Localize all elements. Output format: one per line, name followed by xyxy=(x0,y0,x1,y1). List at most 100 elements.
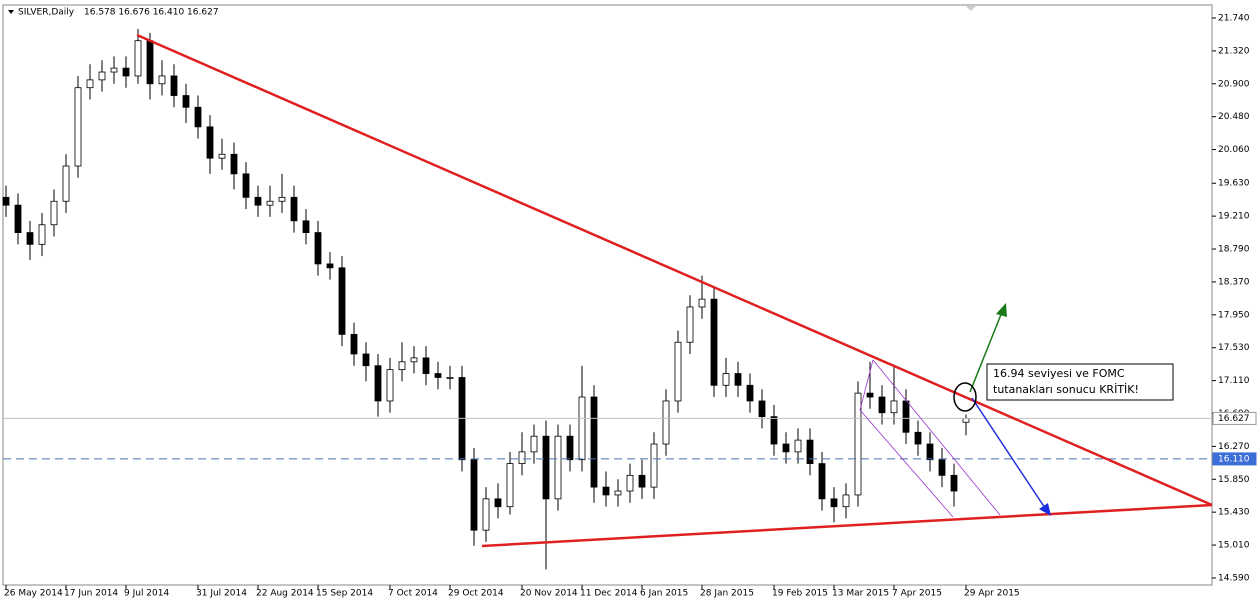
highlight-circle xyxy=(953,382,977,412)
x-tick-label: 6 Jan 2015 xyxy=(640,589,688,599)
y-tick-label: 17.110 xyxy=(1218,376,1250,386)
candle-body xyxy=(854,392,862,496)
candle-body xyxy=(530,435,538,453)
y-tick-label: 17.530 xyxy=(1218,343,1250,353)
x-tick-label: 15 Sep 2014 xyxy=(316,589,373,599)
x-tick-label: 7 Oct 2014 xyxy=(388,589,438,599)
candle-body xyxy=(674,341,682,402)
candle-body xyxy=(914,431,922,445)
candle-body xyxy=(734,373,742,386)
candle-body xyxy=(14,204,22,233)
arrow xyxy=(969,311,1003,393)
y-tick-label: 16.270 xyxy=(1218,442,1250,452)
candle-body xyxy=(86,79,94,89)
candle-body xyxy=(206,126,214,159)
x-tick-label: 31 Jul 2014 xyxy=(196,589,247,599)
candle-body xyxy=(614,490,622,496)
candle-body xyxy=(878,396,886,414)
y-tick-label: 19.630 xyxy=(1218,179,1250,189)
candle-body xyxy=(698,298,706,308)
candle-body xyxy=(554,435,562,500)
candle-body xyxy=(806,439,814,465)
y-tick-label: 15.850 xyxy=(1218,475,1250,485)
candle-body xyxy=(266,200,274,206)
arrow xyxy=(971,397,1046,509)
y-tick-label: 20.900 xyxy=(1218,79,1250,89)
candle-body xyxy=(866,392,874,398)
candle-body xyxy=(158,75,166,85)
channel-line xyxy=(859,409,954,518)
candle-body xyxy=(890,400,898,414)
candle-body xyxy=(482,498,490,531)
candle-body xyxy=(74,87,82,167)
candle-body xyxy=(746,384,754,402)
candle-body xyxy=(494,498,502,508)
candle-body xyxy=(710,298,718,386)
candle-body xyxy=(26,232,34,245)
x-tick-label: 19 Feb 2015 xyxy=(772,589,828,599)
annotation: 16.94 seviyesi ve FOMC xyxy=(993,367,1125,380)
candle-body xyxy=(254,196,262,206)
candle-body xyxy=(590,396,598,488)
x-tick-label: 9 Jul 2014 xyxy=(124,589,169,599)
x-tick-label: 13 Mar 2015 xyxy=(832,589,889,599)
price-label-bg xyxy=(1212,452,1257,466)
candle-body xyxy=(962,418,970,423)
candle-body xyxy=(50,200,58,226)
candle-body xyxy=(770,416,778,445)
y-tick-label: 15.010 xyxy=(1218,541,1250,551)
candle-body xyxy=(434,373,442,378)
candle-body xyxy=(470,459,478,531)
plot-frame xyxy=(2,4,1213,586)
candle-body xyxy=(410,357,418,363)
annotation-box xyxy=(986,363,1174,401)
arrow-head xyxy=(996,303,1007,317)
y-tick-label: 14.590 xyxy=(1218,573,1250,583)
x-tick-label: 26 May 2014 xyxy=(4,589,63,599)
candle-body xyxy=(98,71,106,81)
candle-body xyxy=(290,196,298,222)
candle-body xyxy=(194,106,202,128)
candle-body xyxy=(842,494,850,508)
y-tick-label: 21.740 xyxy=(1218,14,1250,24)
candle-body xyxy=(542,435,550,500)
price-label: 16.110 xyxy=(1218,454,1250,464)
candle-body xyxy=(686,306,694,343)
price-label: 16.627 xyxy=(1218,414,1250,424)
y-tick-label: 15.430 xyxy=(1218,508,1250,518)
candle-body xyxy=(362,353,370,367)
candle-body xyxy=(122,67,130,77)
x-tick-label: 28 Jan 2015 xyxy=(700,589,754,599)
candle-body xyxy=(170,75,178,96)
x-tick-label: 11 Dec 2014 xyxy=(580,589,638,599)
x-tick-label: 7 Apr 2015 xyxy=(892,589,942,599)
candle-body xyxy=(326,263,334,269)
x-tick-label: 17 Jun 2014 xyxy=(64,589,118,599)
candle-body xyxy=(302,220,310,233)
x-tick-label: 20 Nov 2014 xyxy=(520,589,578,599)
y-tick-label: 20.480 xyxy=(1218,112,1250,122)
trend-line xyxy=(481,503,1213,548)
candle-body xyxy=(230,153,238,175)
menu-triangle xyxy=(8,10,14,14)
candle-body xyxy=(638,474,646,488)
candle-body xyxy=(578,396,586,461)
x-tick-label: 22 Aug 2014 xyxy=(256,589,314,599)
candle-body xyxy=(386,369,394,402)
candle-body xyxy=(314,232,322,265)
candle-body xyxy=(758,400,766,418)
y-tick-label: 19.210 xyxy=(1218,212,1250,222)
candle-body xyxy=(662,400,670,445)
candle-body xyxy=(134,40,142,77)
candle-body xyxy=(506,463,514,508)
candle-body xyxy=(398,361,406,371)
price-label-bg xyxy=(1212,411,1257,425)
candle-body xyxy=(650,443,658,488)
candle-body xyxy=(782,443,790,453)
y-tick-label: 17.950 xyxy=(1218,310,1250,320)
y-tick-label: 20.060 xyxy=(1218,145,1250,155)
candle-body xyxy=(422,357,430,374)
candle-body xyxy=(602,486,610,496)
candle-body xyxy=(830,498,838,508)
